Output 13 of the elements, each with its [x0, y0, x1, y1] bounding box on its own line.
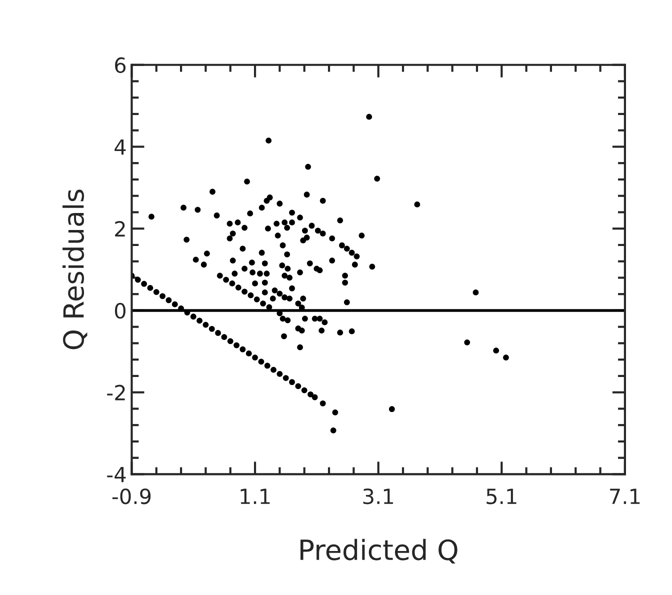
x-tick-label: 7.1: [610, 488, 640, 504]
y-tick-label: -4: [107, 466, 126, 482]
y-tick-label: -2: [107, 384, 125, 400]
x-axis-title: Predicted Q: [300, 538, 458, 564]
y-tick-label: 2: [115, 221, 125, 237]
y-axis-title: Q Residuals: [62, 190, 88, 350]
y-tick-label: 4: [114, 139, 126, 155]
y-tick-label: 0: [114, 302, 126, 319]
x-tick-label: 5.1: [486, 488, 516, 504]
x-tick-label: -0.9: [112, 488, 151, 504]
y-tick-label: 6: [115, 57, 126, 74]
x-tick-label: 1.1: [240, 488, 270, 504]
x-tick-label: 3.1: [363, 488, 393, 504]
